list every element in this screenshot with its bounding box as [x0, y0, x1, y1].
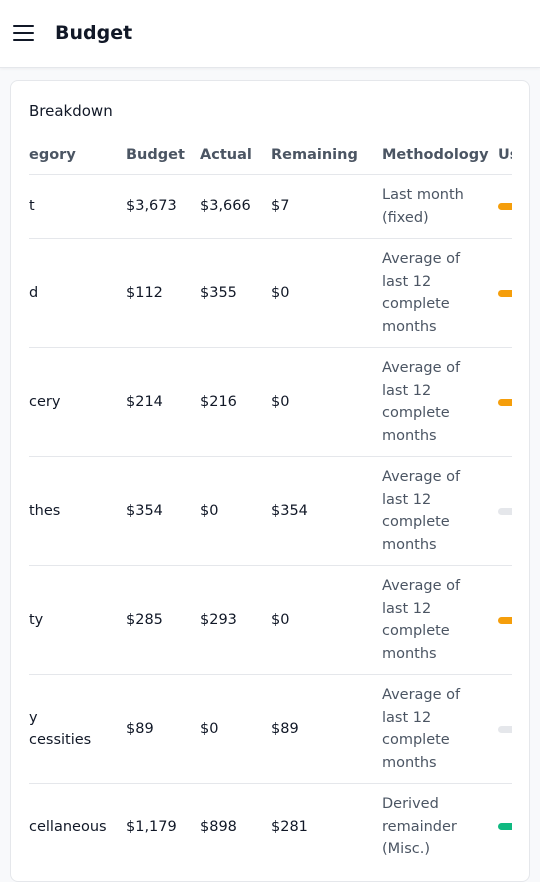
table-row: cellaneous $1,179 $898 $281 Derived remainde… [29, 784, 512, 860]
methodology-text: Derived remainder (Misc.) [382, 796, 457, 857]
table-row: y cessities $89 $0 $89 Average of last 12 co… [29, 675, 512, 784]
remaining-cell: $281 [271, 818, 308, 835]
usage-bar [498, 507, 512, 515]
remaining-cell: $354 [271, 502, 308, 519]
usage-cell [498, 823, 512, 831]
category-cell: cery [29, 393, 61, 410]
table-row: cery $214 $216 $0 Average of last 12 complet… [29, 348, 512, 457]
usage-cell [498, 398, 512, 406]
methodology-text: Average of last 12 complete months [382, 578, 461, 662]
usage-bar [498, 203, 512, 210]
actual-cell: $0 [200, 720, 219, 737]
budget-cell: $89 [126, 720, 154, 737]
usage-bar [498, 616, 512, 624]
actual-cell: $0 [200, 502, 219, 519]
page-title: Budget [55, 22, 133, 44]
column-header[interactable]: egory [29, 146, 76, 163]
methodology-cell: Last month (fixed) [382, 184, 498, 229]
actual-cell: $3,666 [200, 198, 251, 215]
budget-cell: $3,673 [126, 198, 177, 215]
usage-bar [498, 289, 512, 297]
table-row: d $112 $355 $0 Average of last 12 complete m… [29, 239, 512, 348]
methodology-cell: Average of last 12 complete months [382, 466, 498, 556]
card-title: Breakdown [29, 102, 113, 120]
actual-cell: $216 [200, 393, 237, 410]
column-header[interactable]: Methodology [382, 146, 489, 163]
usage-cell [498, 507, 512, 515]
actual-cell: $355 [200, 284, 237, 301]
menu-button[interactable] [13, 24, 35, 42]
usage-cell [498, 725, 512, 733]
actual-cell: $293 [200, 611, 237, 628]
table-row: ty $285 $293 $0 Average of last 12 complete … [29, 566, 512, 675]
budget-cell: $354 [126, 502, 163, 519]
methodology-text: Average of last 12 complete months [382, 687, 461, 771]
remaining-cell: $0 [271, 393, 290, 410]
table-row: thes $354 $0 $354 Average of last 12 complet… [29, 457, 512, 566]
methodology-text: Average of last 12 complete months [382, 251, 461, 335]
category-cell: y cessities [29, 709, 92, 749]
category-cell: t [29, 198, 35, 215]
actual-cell: $898 [200, 818, 237, 835]
column-header[interactable]: Remaining [271, 146, 358, 163]
table-row: t $3,673 $3,666 $7 Last month (fixed) [29, 175, 512, 239]
category-cell: ty [29, 611, 44, 628]
category-cell: cellaneous [29, 818, 107, 835]
category-cell: thes [29, 502, 61, 519]
methodology-text: Average of last 12 complete months [382, 469, 461, 553]
remaining-cell: $89 [271, 720, 299, 737]
category-cell: d [29, 284, 39, 301]
column-header[interactable]: Us [498, 146, 512, 163]
budget-cell: $1,179 [126, 818, 177, 835]
table: egory Budget Actual Remaining Methodology Us t… [29, 136, 512, 860]
header-row: egory Budget Actual Remaining Methodology Us [29, 136, 512, 175]
methodology-cell: Average of last 12 complete months [382, 575, 498, 665]
methodology-cell: Average of last 12 complete months [382, 248, 498, 338]
remaining-cell: $0 [271, 284, 290, 301]
column-header[interactable]: Actual [200, 146, 252, 163]
budget-cell: $285 [126, 611, 163, 628]
methodology-text: Average of last 12 complete months [382, 360, 461, 444]
remaining-cell: $0 [271, 611, 290, 628]
usage-bar [498, 823, 512, 831]
budget-cell: $112 [126, 284, 163, 301]
methodology-cell: Derived remainder (Misc.) [382, 793, 498, 860]
usage-bar [498, 725, 512, 733]
methodology-cell: Average of last 12 complete months [382, 684, 498, 774]
methodology-text: Last month (fixed) [382, 187, 464, 226]
usage-cell [498, 203, 512, 210]
methodology-cell: Average of last 12 complete months [382, 357, 498, 447]
remaining-cell: $7 [271, 198, 290, 215]
column-header[interactable]: Budget [126, 146, 185, 163]
usage-cell [498, 616, 512, 624]
top-bar: Budget [0, 0, 540, 68]
usage-cell [498, 289, 512, 297]
usage-bar [498, 398, 512, 406]
card: Breakdown [10, 80, 530, 882]
budget-cell: $214 [126, 393, 163, 410]
